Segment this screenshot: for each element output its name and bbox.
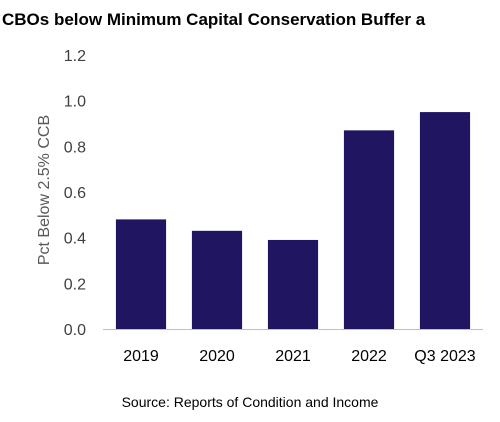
- chart-title: CBOs below Minimum Capital Conservation …: [2, 10, 426, 29]
- x-tick-label: 2022: [351, 348, 387, 365]
- bars: [115, 112, 471, 329]
- x-tick-label: 2020: [199, 348, 235, 365]
- y-tick-label: 1.0: [64, 94, 86, 111]
- x-tick-label: Q3 2023: [414, 348, 475, 365]
- source-note: Source: Reports of Condition and Income: [121, 394, 379, 410]
- y-tick-label: 0.2: [64, 276, 86, 293]
- y-tick-label: 0.8: [64, 139, 86, 156]
- bar-2021: [267, 239, 319, 329]
- bar-2020: [191, 230, 243, 329]
- bar-q3-2023: [419, 112, 471, 329]
- y-tick-label: 0.4: [64, 231, 86, 248]
- x-tick-label: 2019: [123, 348, 159, 365]
- y-axis-title: Pct Below 2.5% CCB: [36, 115, 53, 265]
- y-axis-ticks: 0.0 0.2 0.4 0.6 0.8 1.0 1.2: [64, 48, 86, 339]
- y-tick-label: 1.2: [64, 48, 86, 65]
- y-tick-label: 0.0: [64, 322, 86, 339]
- x-axis-labels: 2019 2020 2021 2022 Q3 2023: [123, 348, 476, 365]
- y-tick-label: 0.6: [64, 185, 86, 202]
- bar-2019: [115, 219, 167, 329]
- x-tick-label: 2021: [275, 348, 311, 365]
- bar-2022: [343, 130, 395, 329]
